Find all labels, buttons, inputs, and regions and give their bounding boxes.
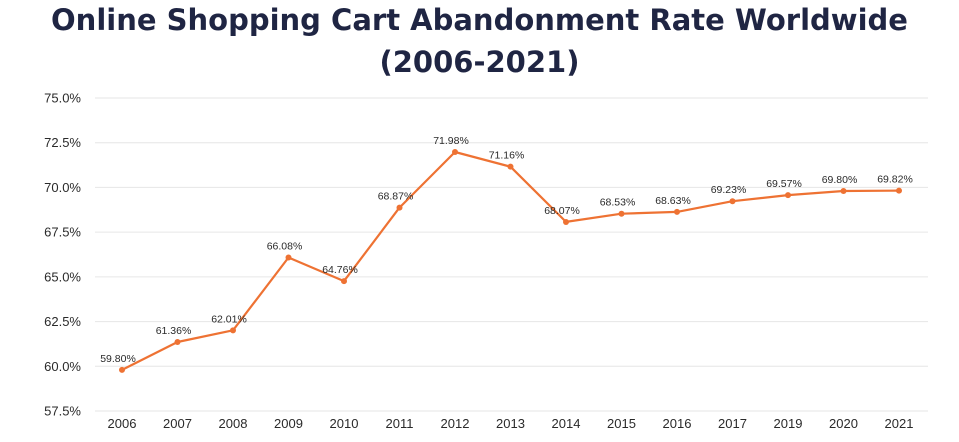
x-tick-label: 2011: [386, 416, 414, 431]
y-tick-label: 72.5%: [44, 135, 81, 150]
data-point: [840, 188, 847, 195]
data-point: [119, 366, 125, 373]
data-label: 69.80%: [822, 174, 858, 186]
x-tick-label: 2008: [219, 416, 248, 431]
data-label: 69.23%: [711, 184, 747, 196]
data-point: [285, 254, 292, 261]
data-label: 61.36%: [156, 325, 192, 337]
x-axis-tick-labels: 2006 2007 2008 2009 2010 2011 2012 2013 2014 2015…: [108, 416, 914, 431]
data-label: 64.76%: [322, 264, 358, 276]
y-tick-label: 57.5%: [44, 404, 81, 419]
data-point: [618, 210, 625, 217]
data-points: [119, 149, 902, 373]
data-label: 71.16%: [489, 150, 525, 162]
chart-title-line-2: (2006-2021): [379, 45, 580, 79]
y-axis-tick-labels: 57.5% 60.0% 62.5% 65.0% 67.5% 70.0% 72.5% 75.0%: [44, 91, 81, 419]
data-label: 69.57%: [766, 178, 802, 190]
data-point: [563, 218, 569, 225]
x-tick-label: 2017: [718, 416, 747, 431]
x-tick-label: 2021: [885, 416, 914, 431]
data-label: 68.07%: [544, 205, 580, 217]
data-point: [396, 204, 403, 211]
y-tick-label: 67.5%: [44, 225, 81, 240]
x-tick-label: 2013: [496, 416, 525, 431]
y-tick-label: 75.0%: [44, 91, 81, 106]
x-tick-label: 2007: [163, 416, 192, 431]
grid-lines: [95, 97, 928, 412]
y-tick-label: 62.5%: [44, 314, 81, 329]
y-tick-label: 65.0%: [44, 269, 81, 284]
data-point: [785, 192, 791, 199]
data-labels: 59.80% 61.36% 62.01% 66.08% 64.76% 68.87% 71.9…: [100, 135, 913, 365]
y-tick-label: 60.0%: [44, 359, 81, 374]
data-label: 59.80%: [100, 353, 136, 365]
data-point: [230, 327, 236, 334]
data-point: [341, 278, 347, 285]
data-point: [729, 198, 736, 205]
x-tick-label: 2016: [663, 416, 692, 431]
x-tick-label: 2019: [774, 416, 803, 431]
data-label: 71.98%: [433, 135, 469, 147]
data-point: [896, 187, 902, 194]
data-label: 66.08%: [267, 241, 303, 253]
x-tick-label: 2015: [607, 416, 636, 431]
y-tick-label: 70.0%: [44, 180, 81, 195]
data-point: [452, 149, 458, 156]
x-tick-label: 2020: [829, 416, 858, 431]
data-point: [507, 163, 514, 170]
x-tick-label: 2006: [108, 416, 137, 431]
data-label: 68.53%: [600, 197, 636, 209]
data-point: [674, 208, 680, 215]
data-label: 68.87%: [378, 191, 414, 203]
data-label: 69.82%: [877, 174, 913, 186]
x-tick-label: 2009: [274, 416, 303, 431]
data-point: [174, 338, 181, 345]
x-tick-label: 2012: [441, 416, 470, 431]
x-tick-label: 2014: [552, 416, 581, 431]
chart-title-line-1: Online Shopping Cart Abandonment Rate Wo…: [51, 3, 908, 37]
x-tick-label: 2010: [330, 416, 359, 431]
data-label: 62.01%: [211, 313, 247, 325]
data-label: 68.63%: [655, 195, 691, 207]
